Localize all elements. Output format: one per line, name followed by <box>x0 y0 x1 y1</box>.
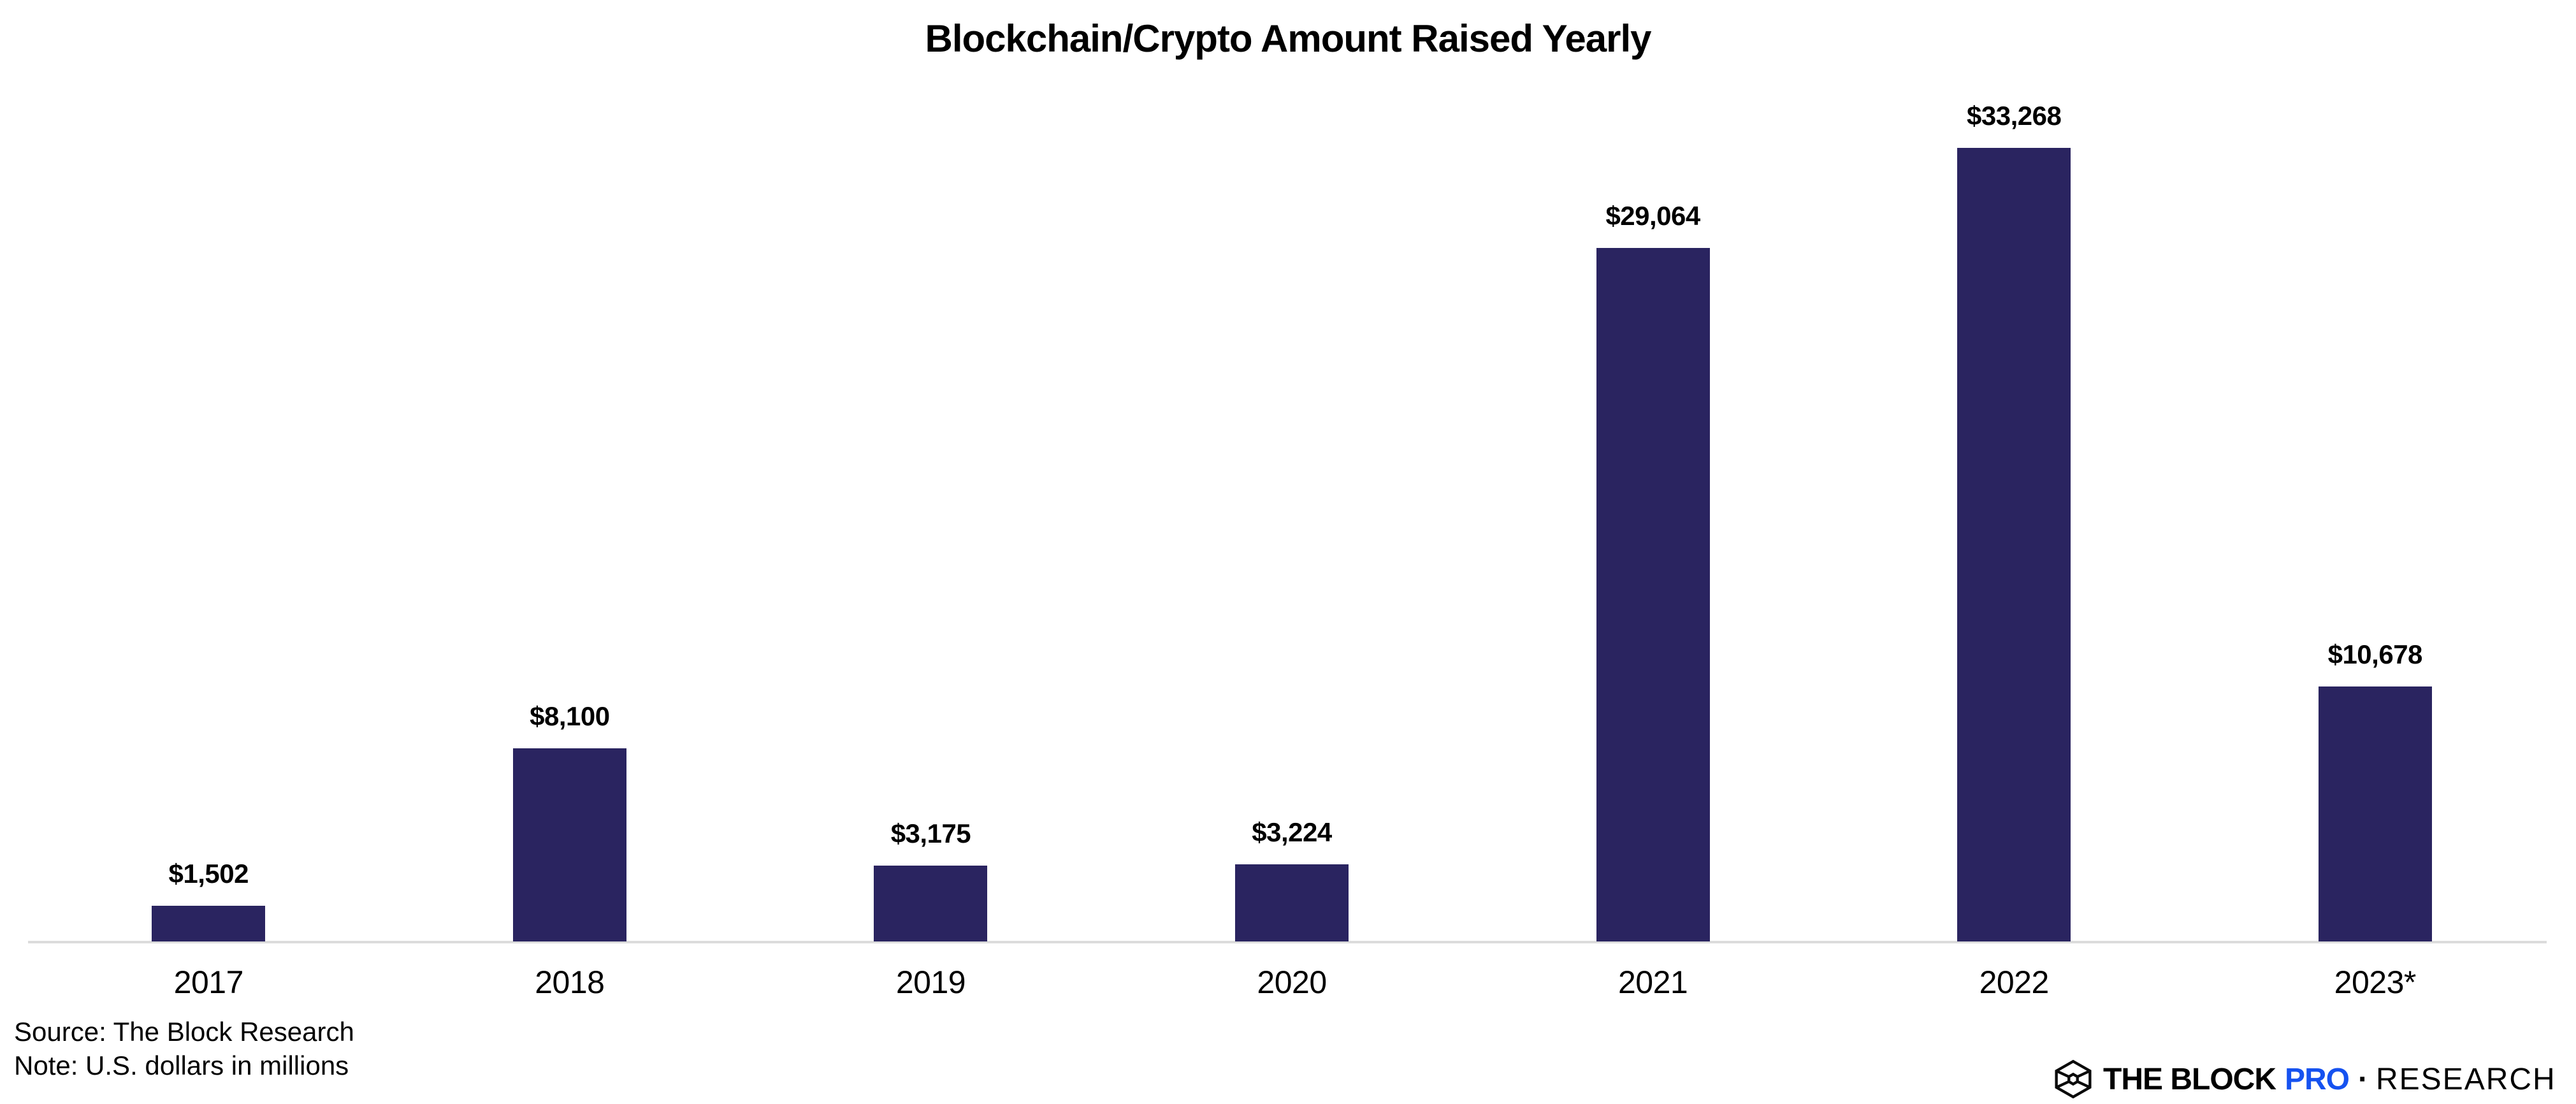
x-axis-tick-row: 2017 2018 2019 2020 2021 2022 2023* <box>28 964 2556 1001</box>
x-axis-tick-label: 2018 <box>535 964 605 1000</box>
x-axis-tick-label: 2020 <box>1257 964 1327 1000</box>
block-cube-icon <box>2055 1059 2092 1099</box>
x-axis-tick-label: 2019 <box>895 964 966 1000</box>
bar <box>1235 864 1349 941</box>
bar-value-label: $3,175 <box>890 818 971 848</box>
bar-column: $10,678 <box>2194 0 2556 941</box>
bar-column: $3,175 <box>750 0 1111 941</box>
logo-separator-dot: · <box>2358 1062 2368 1096</box>
bar-column: $3,224 <box>1111 0 1473 941</box>
bar-column: $8,100 <box>389 0 751 941</box>
x-axis-tick-label: 2022 <box>1979 964 2050 1000</box>
bar <box>512 748 626 941</box>
bar-value-label: $8,100 <box>530 701 610 731</box>
plot-area: $1,502 $8,100 $3,175 $3,224 $29,064 $33,268 $1… <box>28 0 2556 941</box>
bar <box>2318 686 2432 941</box>
logo-pro-badge: PRO <box>2284 1062 2350 1096</box>
bar-value-label: $10,678 <box>2327 639 2423 669</box>
logo-brand-text: THE BLOCK <box>2103 1062 2276 1096</box>
bar-value-label: $3,224 <box>1252 817 1332 847</box>
x-axis-line <box>28 941 2547 943</box>
bar <box>1957 148 2071 941</box>
source-note: Source: The Block Research <box>14 1017 354 1047</box>
bar-column: $1,502 <box>28 0 389 941</box>
bar <box>1596 248 1710 941</box>
x-axis-tick-label: 2023* <box>2334 964 2417 1000</box>
the-block-logo: THE BLOCK PRO · RESEARCH <box>2053 1059 2556 1099</box>
bar <box>874 866 988 941</box>
footer-notes: Source: The Block Research Note: U.S. do… <box>14 1015 354 1082</box>
bar-value-label: $33,268 <box>1967 101 2062 131</box>
bar-column: $29,064 <box>1472 0 1834 941</box>
x-axis-tick-label: 2017 <box>173 964 244 1000</box>
bar-column: $33,268 <box>1834 0 2195 941</box>
bar-value-label: $1,502 <box>168 859 249 889</box>
chart-title: Blockchain/Crypto Amount Raised Yearly <box>925 17 1651 60</box>
logo-research-text: RESEARCH <box>2375 1062 2556 1096</box>
bar-value-label: $29,064 <box>1605 201 1700 231</box>
x-axis-tick-label: 2021 <box>1617 964 1688 1000</box>
units-note: Note: U.S. dollars in millions <box>14 1050 349 1080</box>
bar <box>152 906 266 941</box>
